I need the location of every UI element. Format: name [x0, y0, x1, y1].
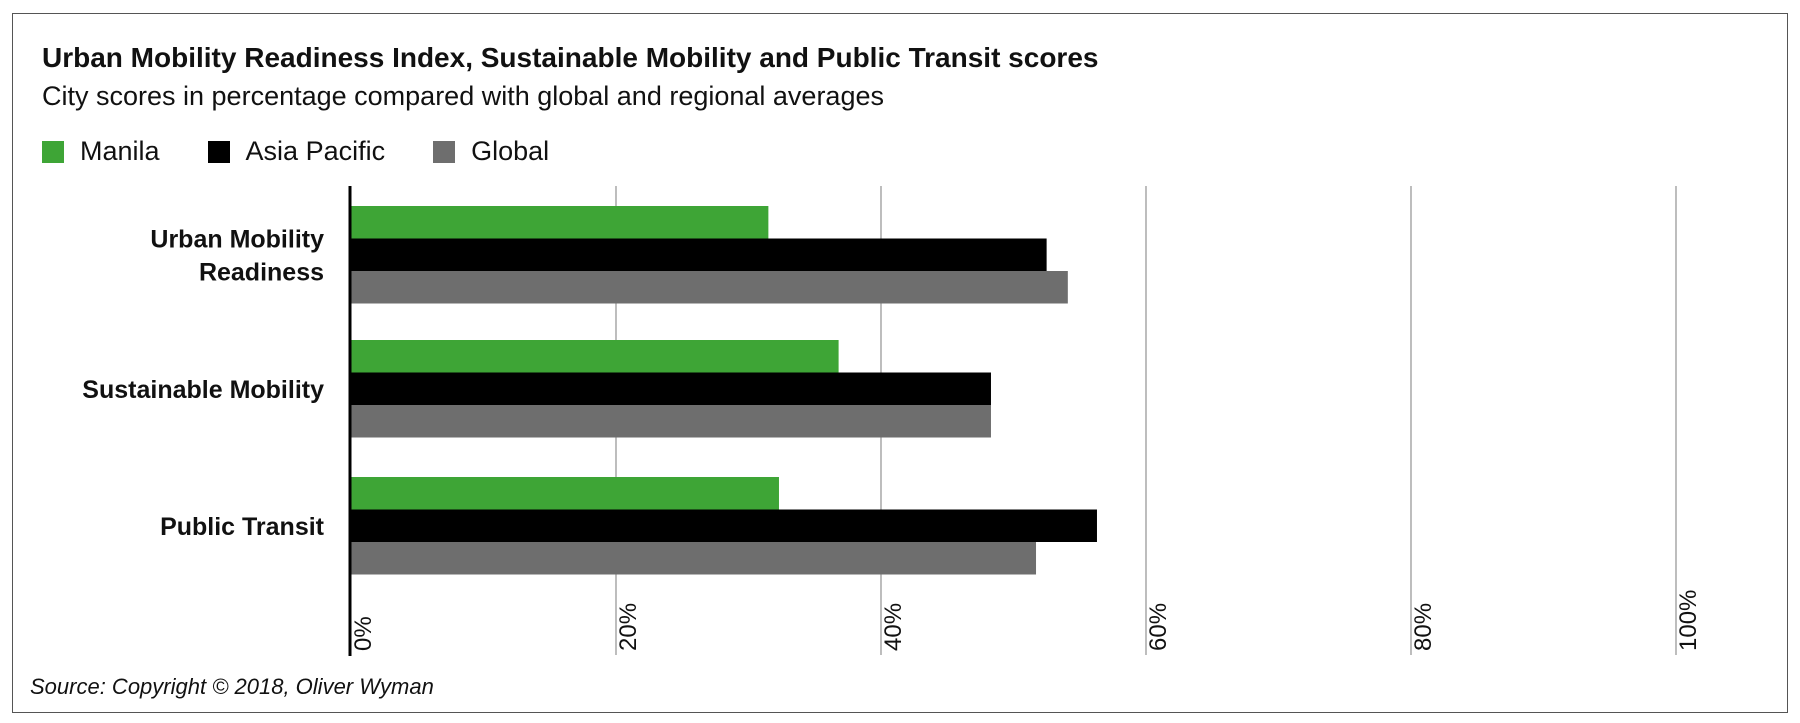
legend-swatch-manila [42, 140, 64, 163]
chart-frame [12, 13, 1788, 713]
legend-item-global: Global [433, 136, 549, 167]
legend-label-manila: Manila [80, 136, 160, 166]
legend-swatch-asia-pacific [207, 140, 230, 163]
tick-label: 40% [880, 603, 907, 651]
tick-label: 60% [1145, 603, 1172, 651]
tick-label: 20% [615, 603, 642, 651]
tick-label: 100% [1675, 590, 1702, 651]
bar-asia-pacific [351, 238, 1047, 271]
tick-label: 0% [350, 616, 377, 651]
category-label: Urban Mobility [150, 225, 324, 253]
tick-label: 80% [1410, 603, 1437, 651]
source-note: Source: Copyright © 2018, Oliver Wyman [30, 674, 434, 699]
legend-item-asia-pacific: Asia Pacific [207, 136, 386, 167]
chart-title: Urban Mobility Readiness Index, Sustaina… [42, 42, 1099, 73]
bar-manila [351, 206, 769, 239]
bar-global [351, 271, 1068, 304]
bar-global [351, 405, 991, 438]
bar-manila [351, 340, 839, 373]
legend-label-asia-pacific: Asia Pacific [245, 136, 386, 166]
category-label: Readiness [199, 258, 324, 286]
legend-item-manila: Manila [42, 136, 160, 167]
bar-manila [351, 477, 779, 510]
bar-asia-pacific [351, 372, 991, 405]
chart-subtitle: City scores in percentage compared with … [42, 81, 884, 111]
bar-global [351, 542, 1037, 575]
bar-asia-pacific [351, 509, 1097, 542]
legend-label-global: Global [471, 136, 550, 166]
category-label: Public Transit [160, 513, 325, 541]
legend: Manila Asia Pacific Global [42, 136, 597, 167]
legend-swatch-global [433, 140, 456, 163]
category-label: Sustainable Mobility [82, 376, 324, 404]
